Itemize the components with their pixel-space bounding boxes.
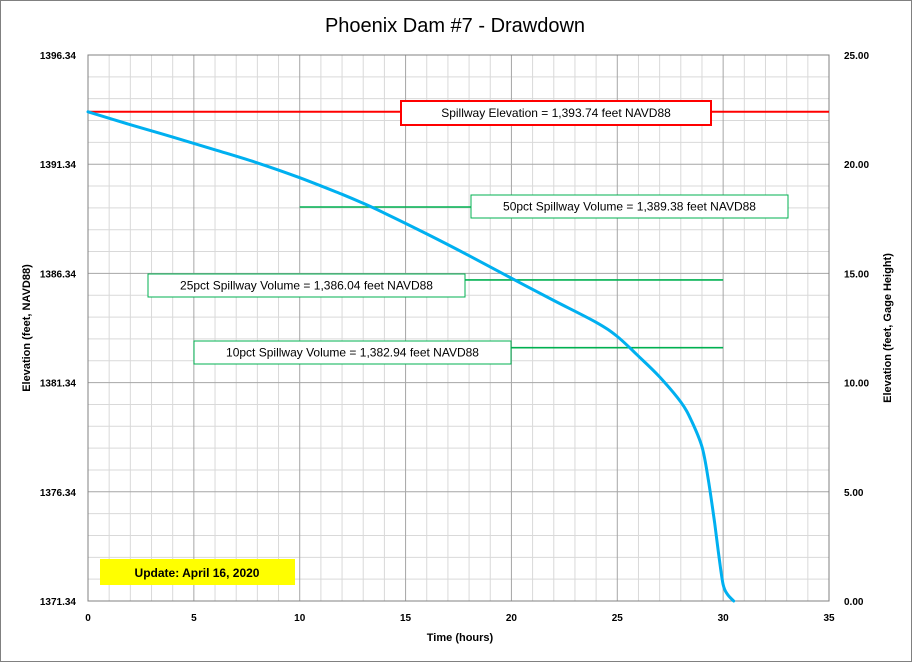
x-tick-label: 15 xyxy=(400,613,412,624)
x-tick-label: 0 xyxy=(85,613,91,624)
x-tick-label: 30 xyxy=(718,613,730,624)
spillway-volume-label: 50pct Spillway Volume = 1,389.38 feet NA… xyxy=(503,200,756,214)
x-tick-label: 35 xyxy=(823,613,835,624)
y-tick-label: 1386.34 xyxy=(40,269,77,280)
spillway-elevation-label: Spillway Elevation = 1,393.74 feet NAVD8… xyxy=(441,106,671,120)
spillway-volume-box xyxy=(193,340,512,365)
x-tick-label: 5 xyxy=(191,613,197,624)
chart-title: Phoenix Dam #7 - Drawdown xyxy=(325,15,585,37)
drawdown-curve xyxy=(86,110,736,603)
x-tick-label: 10 xyxy=(294,613,306,624)
spillway-volume-box xyxy=(470,194,789,219)
y2-axis-label: Elevation (feet, Gage Height) xyxy=(882,253,894,403)
spillway-volume-box xyxy=(147,273,466,298)
y2-tick-label: 20.00 xyxy=(844,160,869,171)
y-tick-label: 1396.34 xyxy=(40,51,77,62)
spillway-volume-label: 10pct Spillway Volume = 1,382.94 feet NA… xyxy=(226,346,479,360)
y2-tick-label: 0.00 xyxy=(844,597,864,608)
y-tick-label: 1376.34 xyxy=(40,488,77,499)
x-tick-label: 20 xyxy=(506,613,518,624)
x-axis-label: Time (hours) xyxy=(427,632,494,644)
spillway-volume-label: 25pct Spillway Volume = 1,386.04 feet NA… xyxy=(180,279,433,293)
y-tick-label: 1391.34 xyxy=(40,160,77,171)
y-axis-label: Elevation (feet, NAVD88) xyxy=(21,264,33,392)
y2-tick-label: 25.00 xyxy=(844,51,869,62)
y2-tick-label: 10.00 xyxy=(844,379,869,390)
update-label: Update: April 16, 2020 xyxy=(135,566,260,580)
spillway-elevation-box xyxy=(400,100,712,126)
plot-frame xyxy=(87,54,830,602)
y-tick-label: 1371.34 xyxy=(40,597,77,608)
update-box xyxy=(100,559,295,585)
x-tick-label: 25 xyxy=(612,613,624,624)
y2-tick-label: 5.00 xyxy=(844,488,864,499)
y-tick-label: 1381.34 xyxy=(40,379,77,390)
y2-tick-label: 15.00 xyxy=(844,269,869,280)
